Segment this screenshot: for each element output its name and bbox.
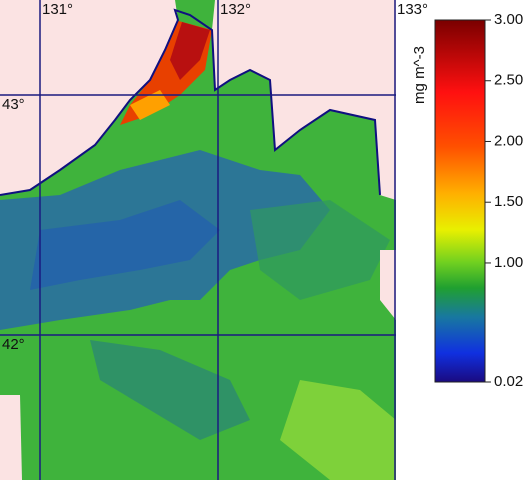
lon-label: 133° [397,1,428,18]
lon-label: 131° [42,1,73,18]
colorbar-tick-label: 3.00 [494,11,523,28]
lat-label: 43° [2,96,25,113]
colorbar-label: mg m^-3 [411,46,428,104]
chlorophyll-map [0,0,396,480]
colorbar [434,19,486,383]
colorbar-tick-label: 0.02 [494,373,523,390]
colorbar-tick-label: 2.50 [494,72,523,89]
colorbar-tick-label: 1.00 [494,254,523,271]
lon-label: 132° [220,1,251,18]
colorbar-tick-label: 1.50 [494,193,523,210]
lat-label: 42° [2,336,25,353]
colorbar-tick-label: 2.00 [494,132,523,149]
